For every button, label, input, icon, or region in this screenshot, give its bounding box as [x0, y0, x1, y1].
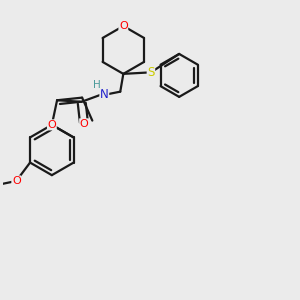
Text: O: O [80, 119, 88, 129]
Text: O: O [47, 120, 56, 130]
Text: O: O [12, 176, 21, 186]
Text: O: O [119, 21, 128, 31]
Text: S: S [147, 66, 155, 79]
Text: N: N [100, 88, 109, 100]
Text: H: H [93, 80, 101, 90]
